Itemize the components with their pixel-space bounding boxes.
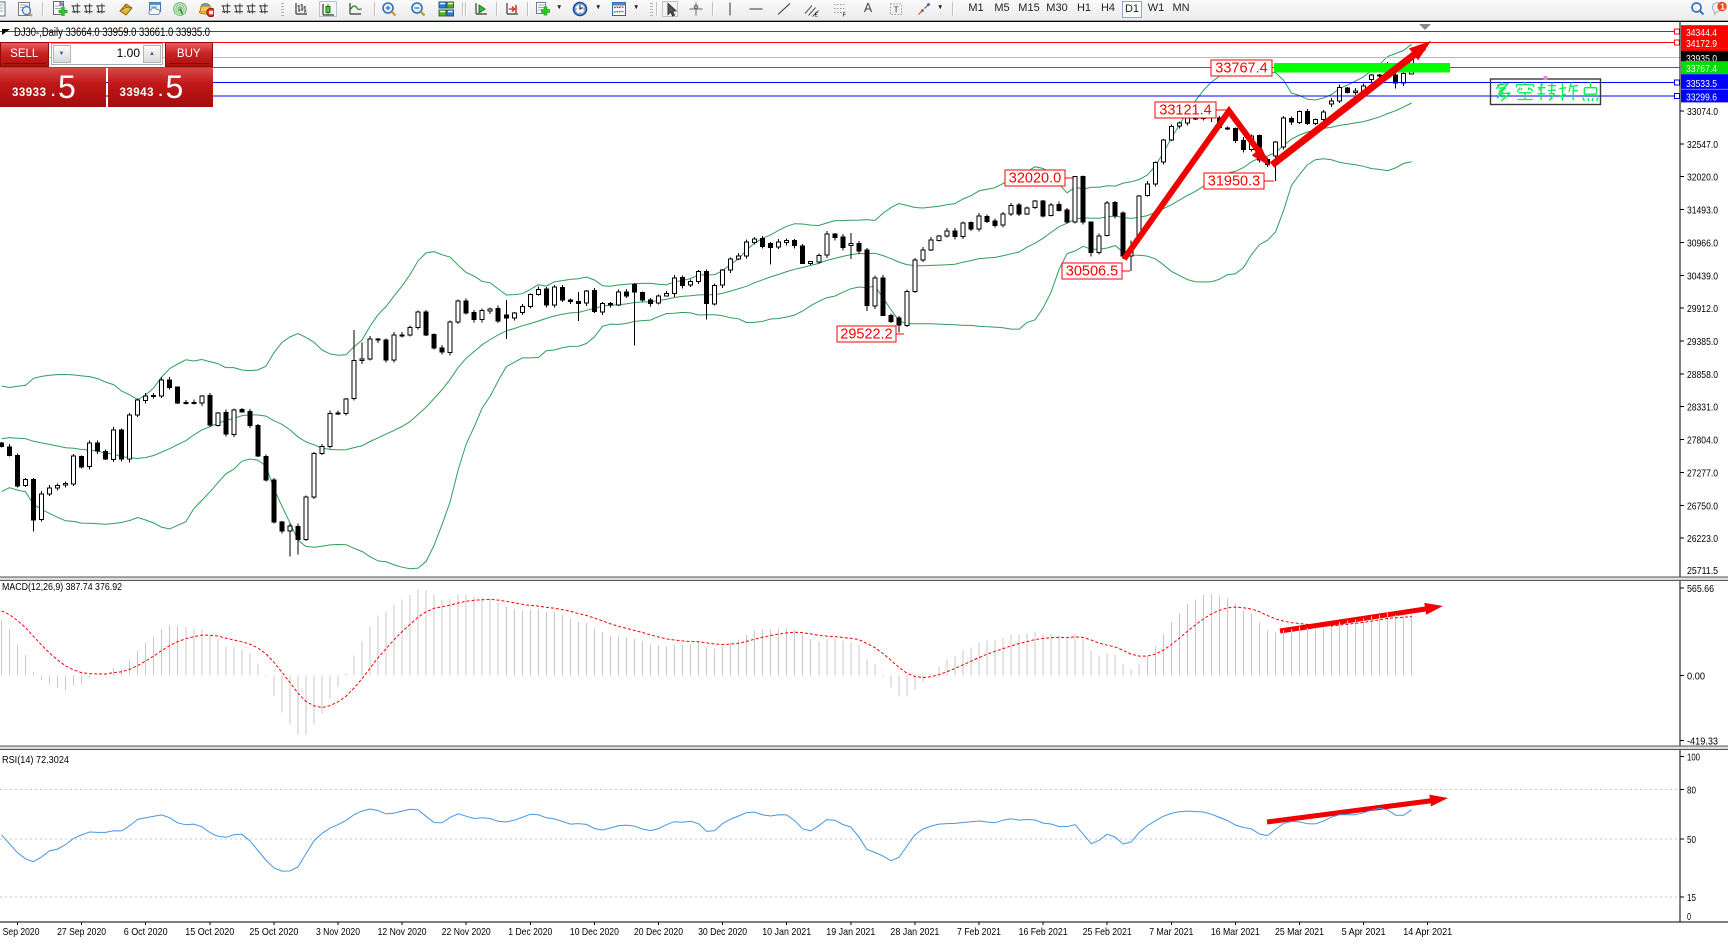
- svg-text:29912.0: 29912.0: [1687, 303, 1718, 315]
- svg-text:32020.0: 32020.0: [1687, 172, 1718, 184]
- svg-text:16 Mar 2021: 16 Mar 2021: [1211, 926, 1260, 938]
- svg-text:29522.2: 29522.2: [840, 327, 892, 343]
- svg-text:33767.4: 33767.4: [1215, 61, 1267, 77]
- svg-text:30439.0: 30439.0: [1687, 270, 1718, 282]
- svg-text:26223.0: 26223.0: [1687, 533, 1718, 545]
- svg-text:10 Jan 2021: 10 Jan 2021: [762, 926, 811, 938]
- svg-text:30506.5: 30506.5: [1066, 264, 1118, 280]
- svg-text:25 Oct 2020: 25 Oct 2020: [249, 926, 298, 938]
- svg-text:33533.5: 33533.5: [1686, 78, 1717, 90]
- svg-text:F: F: [843, 13, 847, 18]
- svg-text:0.00: 0.00: [1687, 671, 1705, 683]
- svg-text:19 Jan 2021: 19 Jan 2021: [826, 926, 875, 938]
- svg-text:28 Jan 2021: 28 Jan 2021: [890, 926, 939, 938]
- svg-text:7 Sep 2020: 7 Sep 2020: [0, 926, 40, 938]
- svg-text:31493.0: 31493.0: [1687, 205, 1718, 217]
- svg-text:25 Mar 2021: 25 Mar 2021: [1275, 926, 1324, 938]
- svg-text:22 Nov 2020: 22 Nov 2020: [442, 926, 491, 938]
- svg-text:1 Dec 2020: 1 Dec 2020: [508, 926, 552, 938]
- svg-text:7 Mar 2021: 7 Mar 2021: [1149, 926, 1193, 938]
- svg-text:31950.3: 31950.3: [1208, 174, 1260, 190]
- svg-text:33074.0: 33074.0: [1687, 106, 1718, 118]
- svg-text:12 Nov 2020: 12 Nov 2020: [378, 926, 427, 938]
- svg-text:MACD(12,26,9) 387.74 376.92: MACD(12,26,9) 387.74 376.92: [2, 581, 122, 593]
- svg-text:29385.0: 29385.0: [1687, 336, 1718, 348]
- svg-text:34172.9: 34172.9: [1686, 38, 1717, 50]
- svg-text:33767.4: 33767.4: [1686, 63, 1717, 75]
- svg-text:E: E: [815, 13, 819, 18]
- svg-text:14 Apr 2021: 14 Apr 2021: [1403, 926, 1452, 938]
- svg-text:25711.5: 25711.5: [1687, 565, 1718, 577]
- svg-text:DJ30-,Daily 33664.0 33959.0 3: DJ30-,Daily 33664.0 33959.0 33661.0 3393…: [14, 27, 210, 39]
- svg-text:100: 100: [1687, 752, 1700, 764]
- svg-text:28331.0: 28331.0: [1687, 402, 1718, 414]
- svg-text:RSI(14) 72.3024: RSI(14) 72.3024: [2, 754, 69, 766]
- svg-text:27 Sep 2020: 27 Sep 2020: [57, 926, 106, 938]
- svg-text:80: 80: [1687, 785, 1696, 797]
- svg-text:20 Dec 2020: 20 Dec 2020: [634, 926, 683, 938]
- svg-text:33299.6: 33299.6: [1686, 91, 1717, 103]
- svg-text:33121.4: 33121.4: [1159, 103, 1211, 119]
- svg-text:26750.0: 26750.0: [1687, 500, 1718, 512]
- svg-text:27277.0: 27277.0: [1687, 467, 1718, 479]
- svg-text:28858.0: 28858.0: [1687, 369, 1718, 381]
- svg-text:32547.0: 32547.0: [1687, 139, 1718, 151]
- svg-text:25 Feb 2021: 25 Feb 2021: [1083, 926, 1132, 938]
- svg-text:0: 0: [1687, 911, 1691, 923]
- svg-text:50: 50: [1687, 834, 1696, 846]
- svg-text:32020.0: 32020.0: [1009, 171, 1061, 187]
- svg-text:27804.0: 27804.0: [1687, 435, 1718, 447]
- svg-text:3 Nov 2020: 3 Nov 2020: [316, 926, 360, 938]
- svg-text:16 Feb 2021: 16 Feb 2021: [1019, 926, 1068, 938]
- svg-text:-419.33: -419.33: [1687, 736, 1718, 748]
- svg-text:T: T: [894, 5, 899, 15]
- svg-text:6 Oct 2020: 6 Oct 2020: [124, 926, 168, 938]
- svg-text:565.66: 565.66: [1687, 583, 1714, 595]
- svg-text:30 Dec 2020: 30 Dec 2020: [698, 926, 747, 938]
- svg-text:30966.0: 30966.0: [1687, 237, 1718, 249]
- svg-text:10 Dec 2020: 10 Dec 2020: [570, 926, 619, 938]
- svg-text:15 Oct 2020: 15 Oct 2020: [185, 926, 234, 938]
- svg-text:15: 15: [1687, 892, 1696, 904]
- svg-text:1: 1: [1720, 2, 1725, 12]
- svg-text:5 Apr 2021: 5 Apr 2021: [1342, 926, 1386, 938]
- svg-text:7 Feb 2021: 7 Feb 2021: [957, 926, 1001, 938]
